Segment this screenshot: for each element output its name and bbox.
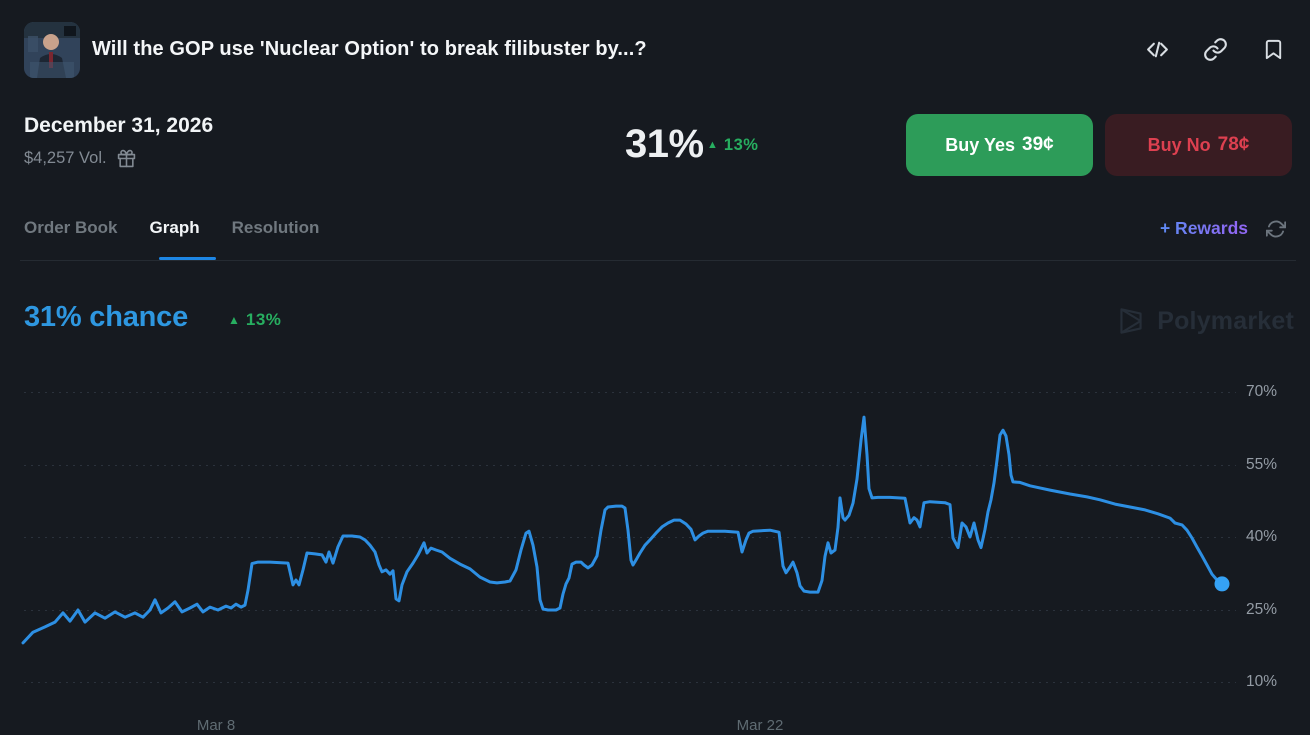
buy-yes-label: Buy Yes [945, 134, 1015, 155]
y-axis-label: 55% [1246, 455, 1278, 473]
chance-change-value: 13% [723, 136, 759, 154]
up-arrow-icon: ▲ [707, 139, 718, 151]
rewards-link[interactable]: + Rewards [1159, 218, 1248, 238]
header-actions [1144, 36, 1286, 62]
tab-order-book[interactable]: Order Book [24, 218, 118, 237]
active-tab-underline [159, 257, 216, 260]
buy-no-label: Buy No [1147, 134, 1211, 155]
gridline [24, 392, 1236, 393]
y-axis-label: 10% [1246, 673, 1278, 690]
gift-icon[interactable] [117, 149, 136, 168]
copy-link-icon[interactable] [1202, 36, 1228, 62]
tab-bar: Order Book Graph Resolution [24, 218, 319, 238]
polymarket-logo-icon [1120, 308, 1142, 334]
embed-code-icon[interactable] [1144, 36, 1170, 62]
gridline [24, 537, 1236, 538]
buy-yes-button[interactable]: Buy Yes 39¢ [906, 114, 1093, 176]
rewards-area: + Rewards [1159, 218, 1287, 239]
current-price-dot [1214, 576, 1230, 592]
gridline [24, 682, 1236, 683]
x-axis-label: Mar 22 [736, 717, 784, 734]
current-chance: 31% [625, 122, 704, 166]
y-axis-label: 25% [1246, 600, 1278, 618]
watermark-text: Polymarket [1157, 306, 1294, 335]
up-arrow-icon: ▲ [228, 313, 240, 327]
gridline [24, 464, 1236, 466]
y-axis-label: 40% [1246, 528, 1278, 545]
volume-label: $4,257 Vol. [24, 149, 107, 167]
volume-row: $4,257 Vol. [24, 149, 136, 168]
tab-graph[interactable]: Graph [149, 218, 200, 237]
buy-no-button[interactable]: Buy No 78¢ [1105, 114, 1292, 176]
chart-change-badge: ▲ 13% [228, 310, 281, 330]
buy-no-price: 78¢ [1217, 134, 1250, 155]
gridline [24, 609, 1236, 611]
market-avatar [24, 22, 80, 78]
buy-yes-price: 39¢ [1022, 134, 1054, 155]
chart-chance-label: 31% chance [24, 301, 189, 333]
page-title: Will the GOP use 'Nuclear Option' to bre… [92, 38, 647, 60]
chance-change-badge: ▲ 13% [707, 136, 758, 155]
tabs-divider [20, 260, 1296, 261]
refresh-icon[interactable] [1265, 219, 1287, 239]
tab-resolution[interactable]: Resolution [231, 218, 320, 237]
bookmark-icon[interactable] [1260, 36, 1286, 62]
chart-change-value: 13% [245, 310, 282, 329]
polymarket-watermark: Polymarket [1114, 304, 1294, 338]
y-axis-label: 70% [1246, 383, 1278, 400]
end-date: December 31, 2026 [24, 114, 214, 137]
x-axis-label: Mar 8 [196, 717, 236, 734]
